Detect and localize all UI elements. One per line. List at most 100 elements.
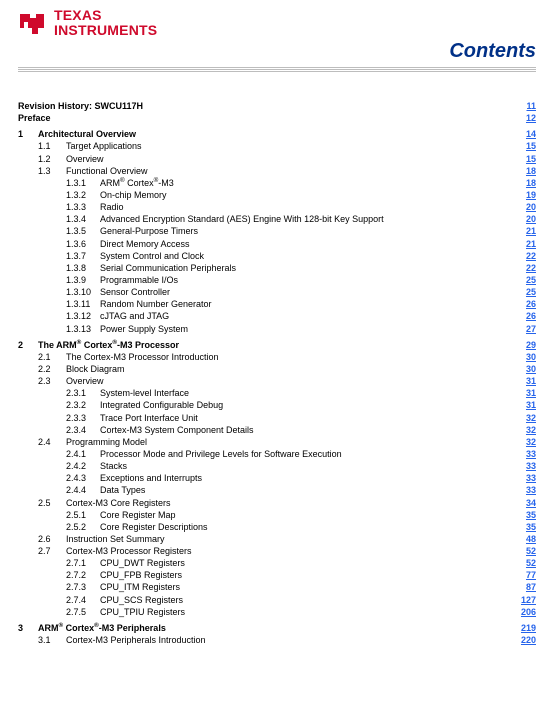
toc-page-link[interactable]: 26 — [514, 310, 536, 322]
toc-number: 1.3.3 — [66, 201, 100, 213]
toc-page-link[interactable]: 12 — [514, 112, 536, 124]
toc-row: 2.7.1CPU_DWT Registers52 — [18, 557, 536, 569]
toc-page-link[interactable]: 32 — [514, 412, 536, 424]
toc-page-link[interactable]: 15 — [514, 140, 536, 152]
toc-title: Cortex-M3 System Component Details — [100, 424, 254, 436]
toc-number: 2.7.1 — [66, 557, 100, 569]
toc-title: Core Register Map — [100, 509, 176, 521]
toc-page-link[interactable]: 34 — [514, 497, 536, 509]
toc-title: Serial Communication Peripherals — [100, 262, 236, 274]
toc-page-link[interactable]: 33 — [514, 472, 536, 484]
table-of-contents: Revision History: SWCU117H11Preface121Ar… — [18, 100, 536, 646]
toc-page-link[interactable]: 25 — [514, 286, 536, 298]
toc-page-link[interactable]: 22 — [514, 250, 536, 262]
toc-number: 2.4.4 — [66, 484, 100, 496]
toc-page-link[interactable]: 35 — [514, 521, 536, 533]
toc-number: 2.5.1 — [66, 509, 100, 521]
toc-number: 1.3.5 — [66, 225, 100, 237]
toc-page-link[interactable]: 21 — [514, 238, 536, 250]
toc-page-link[interactable]: 11 — [514, 100, 536, 112]
toc-page-link[interactable]: 52 — [514, 545, 536, 557]
toc-page-link[interactable]: 20 — [514, 201, 536, 213]
toc-title: The ARM® Cortex®-M3 Processor — [38, 339, 179, 351]
toc-row: 2.3.2Integrated Configurable Debug31 — [18, 399, 536, 411]
toc-page-link[interactable]: 33 — [514, 484, 536, 496]
toc-page-link[interactable]: 25 — [514, 274, 536, 286]
toc-title: System Control and Clock — [100, 250, 204, 262]
toc-number: 2.5.2 — [66, 521, 100, 533]
toc-page-link[interactable]: 32 — [514, 436, 536, 448]
toc-page-link[interactable]: 31 — [514, 375, 536, 387]
toc-page-link[interactable]: 21 — [514, 225, 536, 237]
toc-row: 1.3.3Radio20 — [18, 201, 536, 213]
toc-title: CPU_SCS Registers — [100, 594, 183, 606]
toc-row: 2.6Instruction Set Summary48 — [18, 533, 536, 545]
toc-number: 2.5 — [38, 497, 66, 509]
toc-page-link[interactable]: 32 — [514, 424, 536, 436]
toc-row: 2.1The Cortex-M3 Processor Introduction3… — [18, 351, 536, 363]
toc-row: 1.3.5General-Purpose Timers21 — [18, 225, 536, 237]
toc-page-link[interactable]: 14 — [514, 128, 536, 140]
toc-row: 1.3.8Serial Communication Peripherals22 — [18, 262, 536, 274]
toc-page-link[interactable]: 30 — [514, 363, 536, 375]
toc-page-link[interactable]: 35 — [514, 509, 536, 521]
toc-page-link[interactable]: 31 — [514, 387, 536, 399]
toc-number: 2.3.3 — [66, 412, 100, 424]
toc-number: 2.6 — [38, 533, 66, 545]
toc-number: 2.7.3 — [66, 581, 100, 593]
toc-page-link[interactable]: 27 — [514, 323, 536, 335]
toc-page-link[interactable]: 33 — [514, 460, 536, 472]
toc-title: Programming Model — [66, 436, 147, 448]
toc-number: 2 — [18, 339, 38, 351]
toc-row: 1.3.10Sensor Controller25 — [18, 286, 536, 298]
toc-title: CPU_ITM Registers — [100, 581, 180, 593]
toc-title: On-chip Memory — [100, 189, 167, 201]
toc-page-link[interactable]: 29 — [514, 339, 536, 351]
toc-number: 2.7.2 — [66, 569, 100, 581]
toc-page-link[interactable]: 77 — [514, 569, 536, 581]
toc-page-link[interactable]: 19 — [514, 189, 536, 201]
toc-page-link[interactable]: 206 — [514, 606, 536, 618]
toc-number: 3 — [18, 622, 38, 634]
toc-page-link[interactable]: 18 — [514, 165, 536, 177]
toc-page-link[interactable]: 31 — [514, 399, 536, 411]
toc-page-link[interactable]: 87 — [514, 581, 536, 593]
toc-page-link[interactable]: 30 — [514, 351, 536, 363]
toc-title: Block Diagram — [66, 363, 125, 375]
toc-row: 1.3.12cJTAG and JTAG26 — [18, 310, 536, 322]
toc-row: 1Architectural Overview14 — [18, 128, 536, 140]
toc-number: 2.1 — [38, 351, 66, 363]
toc-row: 3ARM® Cortex®-M3 Peripherals 219 — [18, 622, 536, 634]
toc-page-link[interactable]: 127 — [514, 594, 536, 606]
toc-title: Overview — [66, 375, 104, 387]
toc-page-link[interactable]: 18 — [514, 177, 536, 189]
toc-page-link[interactable]: 33 — [514, 448, 536, 460]
toc-row: 2.4.4Data Types33 — [18, 484, 536, 496]
toc-title: Cortex-M3 Processor Registers — [66, 545, 192, 557]
toc-page-link[interactable]: 220 — [514, 634, 536, 646]
toc-title: ARM® Cortex®-M3 Peripherals — [38, 622, 166, 634]
toc-number: 1.3.13 — [66, 323, 100, 335]
toc-row: 2.3Overview31 — [18, 375, 536, 387]
toc-number: 1.3.9 — [66, 274, 100, 286]
toc-page-link[interactable]: 219 — [514, 622, 536, 634]
toc-title: CPU_TPIU Registers — [100, 606, 185, 618]
toc-title: CPU_FPB Registers — [100, 569, 182, 581]
toc-row: 2.7.4CPU_SCS Registers 127 — [18, 594, 536, 606]
toc-row: Revision History: SWCU117H11 — [18, 100, 536, 112]
toc-number: 2.7.4 — [66, 594, 100, 606]
toc-title: Random Number Generator — [100, 298, 212, 310]
brand-text: TEXAS INSTRUMENTS — [54, 8, 157, 37]
toc-row: 1.3.4Advanced Encryption Standard (AES) … — [18, 213, 536, 225]
toc-page-link[interactable]: 48 — [514, 533, 536, 545]
toc-page-link[interactable]: 26 — [514, 298, 536, 310]
toc-number: 2.7.5 — [66, 606, 100, 618]
toc-page-link[interactable]: 20 — [514, 213, 536, 225]
toc-page-link[interactable]: 15 — [514, 153, 536, 165]
toc-page-link[interactable]: 52 — [514, 557, 536, 569]
toc-page-link[interactable]: 22 — [514, 262, 536, 274]
toc-number: 1.3.7 — [66, 250, 100, 262]
toc-row: 2.2Block Diagram30 — [18, 363, 536, 375]
toc-title: Advanced Encryption Standard (AES) Engin… — [100, 213, 384, 225]
toc-row: 2.5.2Core Register Descriptions35 — [18, 521, 536, 533]
